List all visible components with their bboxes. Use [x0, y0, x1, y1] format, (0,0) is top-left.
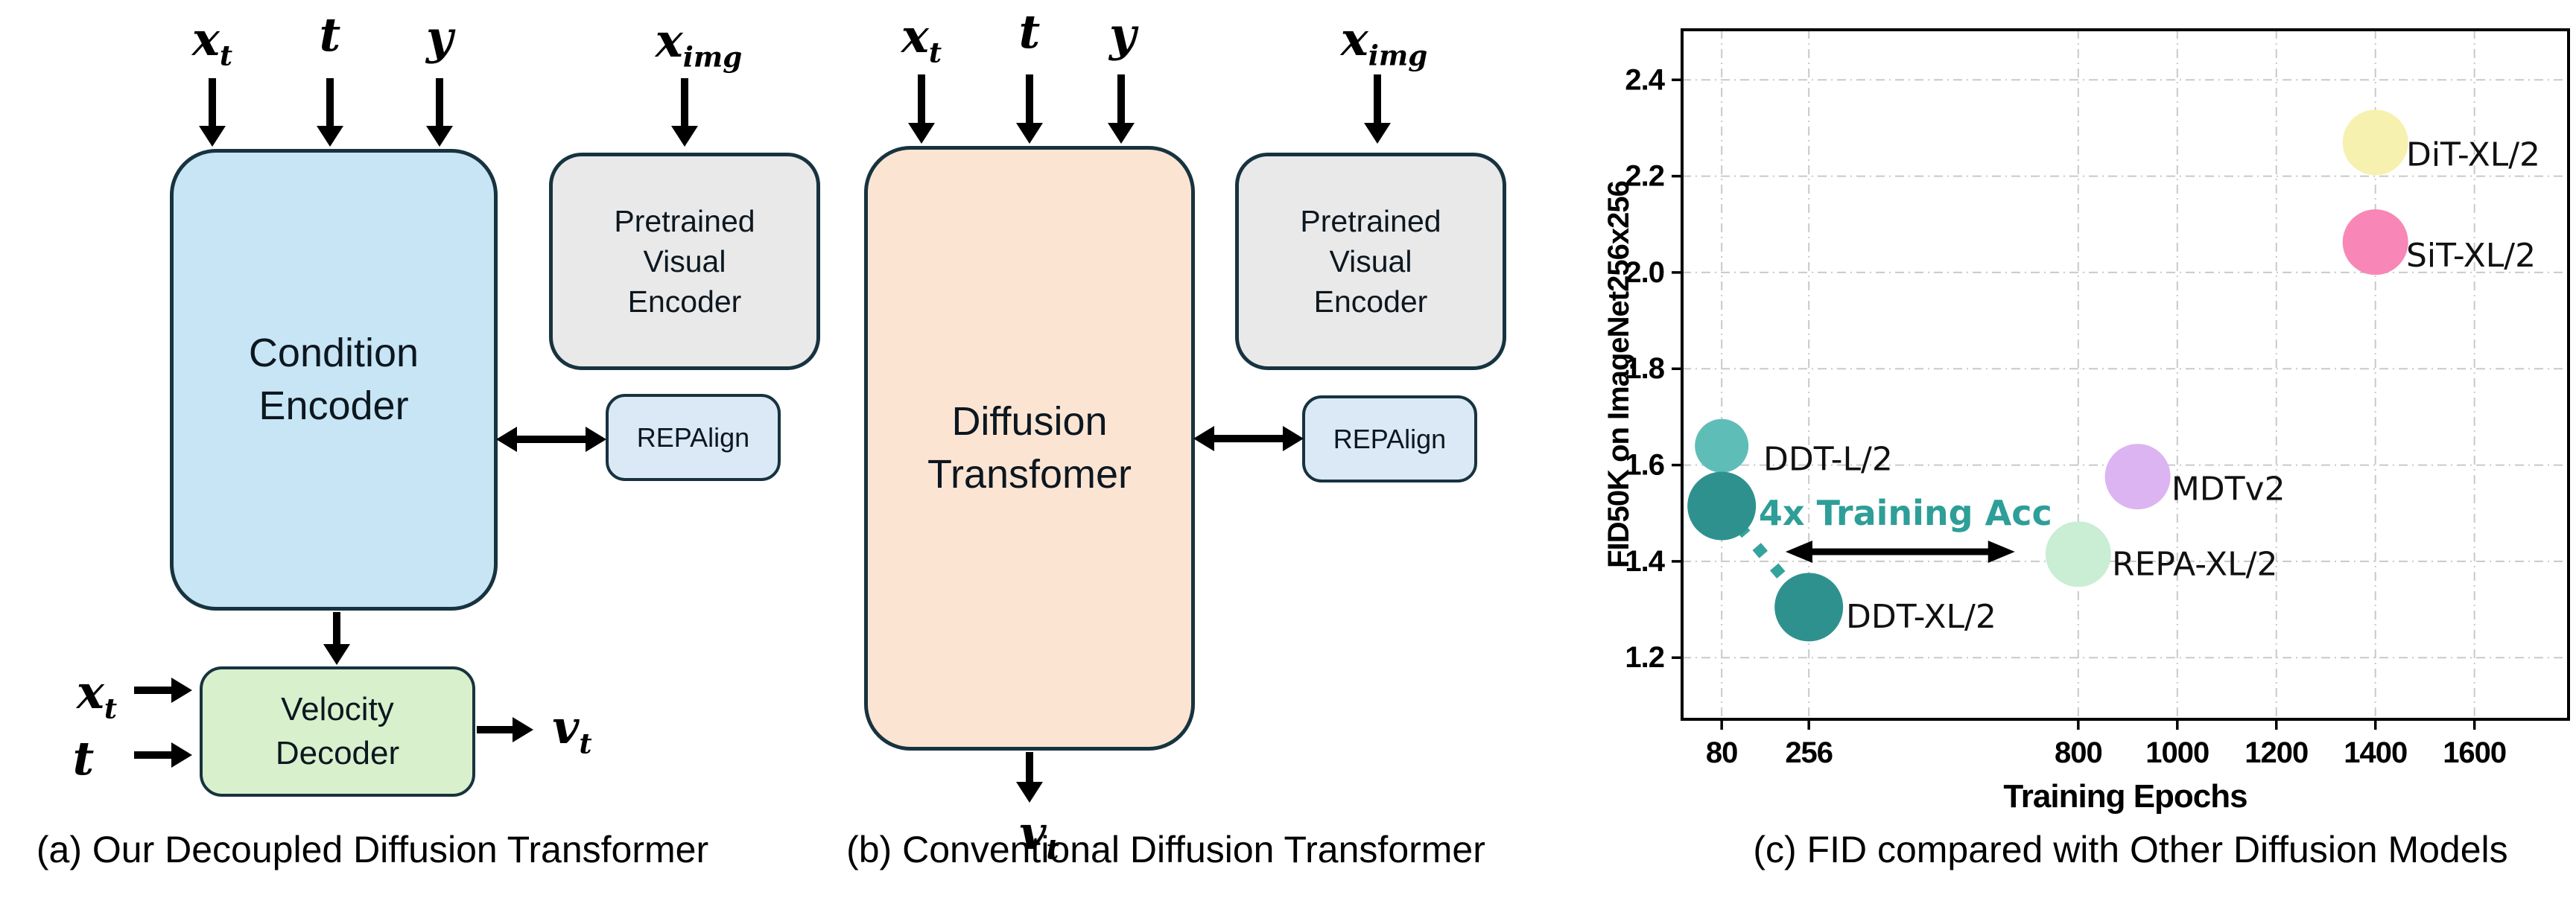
input-label-t-b: t — [1018, 4, 1041, 59]
arrow-condition-to-velocity-decoder — [323, 612, 350, 665]
input-label-ximg-b: ximg — [1340, 12, 1428, 72]
x-tick-label: 1600 — [2443, 736, 2506, 769]
input-label-xt-a: xt — [191, 12, 233, 72]
pretrained-visual-encoder-label-b: Pretrained Visual Encoder — [1300, 203, 1441, 319]
y-tick-label: 1.4 — [1625, 545, 1665, 578]
scatter-point-5 — [2342, 109, 2408, 176]
output-label-vt-b: vt — [1019, 806, 1059, 866]
x-tick-label: 1400 — [2344, 736, 2407, 769]
scatter-point-3 — [2045, 521, 2111, 587]
arrow-velocity-decoder-output — [477, 717, 533, 742]
y-tick-label: 2.0 — [1625, 256, 1664, 289]
scatter-point-2 — [1774, 573, 1844, 642]
side-input-label-t: t — [72, 731, 95, 786]
repalign-box-b: REPAlign — [1302, 395, 1477, 483]
scatter-point-1 — [1687, 471, 1757, 541]
arrow-xt-into-velocity-decoder — [134, 678, 192, 703]
input-label-ximg-a: ximg — [655, 13, 743, 74]
input-label-y-a: y — [425, 10, 454, 65]
input-label-t-a: t — [319, 7, 341, 62]
x-axis-label: Training Epochs — [2003, 778, 2247, 815]
pretrained-visual-encoder-box-b: Pretrained Visual Encoder — [1235, 153, 1506, 370]
y-tick-label: 2.4 — [1625, 63, 1665, 96]
repalign-box-a: REPAlign — [606, 394, 781, 481]
y-tick-label: 1.2 — [1625, 641, 1664, 674]
scatter-label-0: DDT-L/2 — [1763, 440, 1893, 478]
caption-panel-a: (a) Our Decoupled Diffusion Transformer — [36, 829, 709, 870]
arrow-t-into-velocity-decoder — [134, 742, 192, 768]
x-tick-label: 256 — [1785, 736, 1833, 769]
speedup-annotation-text: 4x Training Acc — [1759, 493, 2052, 533]
arrow-y-into-diffusion-transformer — [1108, 74, 1135, 144]
y-tick-label: 1.8 — [1625, 352, 1664, 385]
y-tick-label: 1.6 — [1625, 449, 1664, 482]
scatter-point-4 — [2104, 444, 2171, 510]
repalign-label-b: REPAlign — [1333, 423, 1447, 454]
arrow-bidirectional-diffusion-repalign — [1193, 426, 1304, 451]
condition-encoder-label: Condition Encoder — [248, 330, 419, 428]
arrow-t-into-condition-encoder — [317, 78, 343, 147]
output-label-vt-a: vt — [552, 700, 592, 760]
y-axis-label: FID50K on ImageNet256x256 — [1602, 181, 1635, 568]
fid-scatter-chart: DDT-L/2 DDT-XL/2 REPA-XL/2 MDTv2 DiT-XL/2 SiT… — [1602, 28, 2570, 815]
scatter-point-0 — [1695, 418, 1749, 473]
arrow-xt-into-condition-encoder — [199, 78, 226, 147]
scatter-point-6 — [2342, 209, 2408, 276]
arrow-xt-into-diffusion-transformer — [908, 74, 935, 144]
pretrained-visual-encoder-label-a: Pretrained Visual Encoder — [614, 203, 755, 319]
x-tick-label: 1200 — [2245, 736, 2308, 769]
arrow-diffusion-transformer-output — [1016, 752, 1043, 803]
scatter-label-4: MDTv2 — [2171, 470, 2285, 508]
repalign-label-a: REPAlign — [636, 421, 750, 453]
arrow-t-into-diffusion-transformer — [1016, 74, 1043, 144]
arrow-ximg-into-pretrained-encoder-a — [671, 78, 698, 147]
scatter-label-5: DiT-XL/2 — [2406, 136, 2540, 174]
scatter-label-6: SiT-XL/2 — [2406, 237, 2536, 275]
arrow-y-into-condition-encoder — [426, 78, 453, 147]
condition-encoder-box: Condition Encoder — [170, 149, 498, 611]
scatter-label-3: REPA-XL/2 — [2112, 545, 2277, 583]
caption-panel-c: (c) FID compared with Other Diffusion Mo… — [1753, 829, 2508, 870]
diffusion-transformer-box: Diffusion Transfomer — [864, 146, 1195, 751]
velocity-decoder-box: Velocity Decoder — [200, 666, 475, 797]
pretrained-visual-encoder-box-a: Pretrained Visual Encoder — [549, 153, 820, 370]
scatter-label-2: DDT-XL/2 — [1846, 598, 1996, 636]
input-label-xt-b: xt — [901, 9, 942, 69]
velocity-decoder-label: Velocity Decoder — [275, 691, 400, 771]
arrow-ximg-into-pretrained-encoder-b — [1364, 74, 1391, 144]
y-tick-label: 2.2 — [1625, 160, 1664, 193]
x-tick-label: 1000 — [2145, 736, 2209, 769]
arrow-bidirectional-condition-repalign — [496, 427, 606, 452]
diffusion-transformer-label: Diffusion Transfomer — [927, 398, 1132, 497]
x-tick-label: 80 — [1706, 736, 1738, 769]
side-input-label-xt: xt — [76, 665, 118, 725]
caption-panel-b: (b) Conventional Diffusion Transformer — [846, 829, 1485, 870]
input-label-y-b: y — [1108, 7, 1137, 62]
x-tick-label: 800 — [2055, 736, 2102, 769]
